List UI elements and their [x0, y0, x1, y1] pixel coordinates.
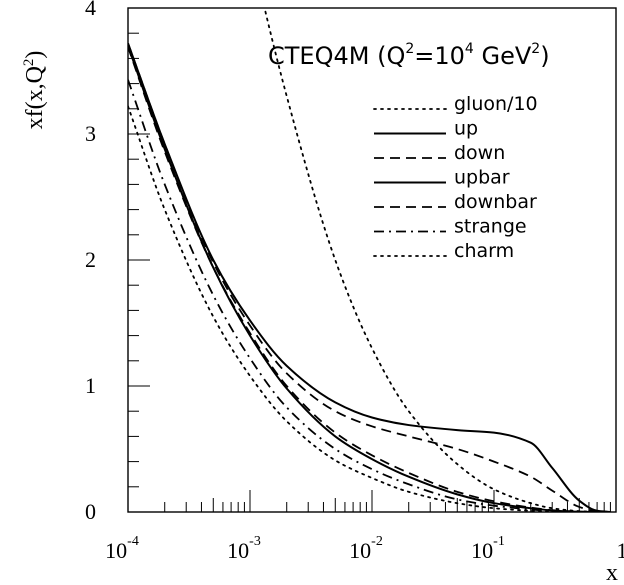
series-line-down — [128, 42, 611, 512]
series-line-upbar — [128, 45, 611, 512]
legend-label: down — [454, 142, 505, 164]
series-group — [128, 8, 612, 512]
series-line-downbar — [128, 46, 611, 512]
plot-frame — [127, 7, 617, 513]
y-axis-label: xf(x,Q2) — [21, 51, 48, 130]
legend-label: downbar — [454, 191, 537, 213]
legend-label: strange — [454, 216, 527, 238]
series-line-charm — [128, 105, 612, 512]
chart-title: CTEQ4M (Q2=104 GeV2) — [268, 41, 550, 70]
legend-label: gluon/10 — [454, 93, 538, 115]
x-tick-label: 10-2 — [349, 534, 383, 563]
legend-label: up — [454, 118, 478, 140]
x-tick-label: 1 — [617, 538, 624, 563]
y-tick-label: 2 — [85, 247, 96, 272]
series-line-gluon-10 — [263, 8, 612, 512]
y-tick-label: 4 — [85, 0, 96, 20]
axis-ticks: 10-4 10-3 10-2 10-1 1 0 1 2 3 4 — [85, 0, 624, 563]
y-tick-label: 0 — [85, 499, 96, 524]
x-axis-label: x — [606, 560, 618, 585]
series-line-strange — [128, 79, 611, 512]
y-tick-label: 3 — [85, 121, 96, 146]
legend-label: upbar — [454, 167, 510, 189]
x-tick-label: 10-1 — [471, 534, 505, 563]
legend-label: charm — [454, 240, 514, 262]
y-tick-label: 1 — [85, 373, 96, 398]
plot-border — [127, 7, 617, 513]
x-tick-label: 10-3 — [227, 534, 261, 563]
series-line-up — [128, 42, 611, 512]
x-tick-label: 10-4 — [105, 534, 139, 563]
